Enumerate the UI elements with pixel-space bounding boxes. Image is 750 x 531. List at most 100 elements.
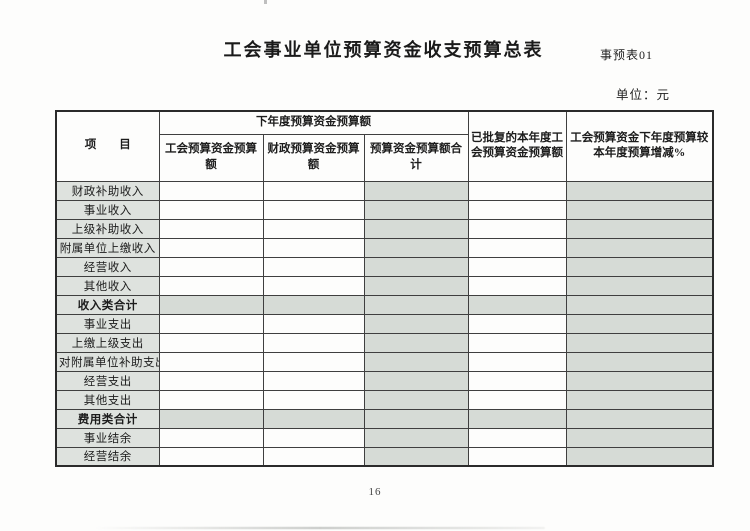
row-label-cell: 事业支出	[55, 313, 160, 334]
cell-approved-current	[467, 180, 567, 201]
cell-budget-sum	[363, 294, 469, 315]
row-label-cell: 经营结余	[55, 446, 160, 467]
table-row: 经营支出	[55, 370, 714, 391]
row-label-cell: 附属单位上缴收入	[55, 237, 160, 258]
cell-approved-current	[467, 294, 567, 315]
cell-approved-current	[467, 256, 567, 277]
unit-of-measure-label: 单位：元	[616, 88, 671, 102]
table-row: 其他支出	[55, 389, 714, 410]
cell-budget-sum	[363, 237, 469, 258]
cell-union-budget	[158, 370, 264, 391]
cell-approved-current	[467, 427, 567, 448]
cell-approved-current	[467, 237, 567, 258]
cell-budget-sum	[363, 275, 469, 296]
cell-union-budget	[158, 256, 264, 277]
cell-budget-sum	[363, 313, 469, 334]
cell-fiscal-budget	[262, 427, 365, 448]
cell-change-percent	[565, 237, 714, 258]
cell-change-percent	[565, 408, 714, 429]
cell-budget-sum	[363, 427, 469, 448]
cell-fiscal-budget	[262, 237, 365, 258]
cell-change-percent	[565, 313, 714, 334]
row-label-cell: 收入类合计	[55, 294, 160, 315]
row-label-cell: 其他支出	[55, 389, 160, 410]
row-label-cell: 费用类合计	[55, 408, 160, 429]
cell-fiscal-budget	[262, 408, 365, 429]
cell-union-budget	[158, 313, 264, 334]
cell-fiscal-budget	[262, 446, 365, 467]
cell-union-budget	[158, 351, 264, 372]
cell-change-percent	[565, 218, 714, 239]
cell-budget-sum	[363, 351, 469, 372]
cell-change-percent	[565, 370, 714, 391]
row-label-cell: 上缴上级支出	[55, 332, 160, 353]
cell-union-budget	[158, 199, 264, 220]
cell-union-budget	[158, 237, 264, 258]
row-label-cell: 事业结余	[55, 427, 160, 448]
table-row: 经营结余	[55, 446, 714, 467]
scan-artifact-bottom-edge	[95, 527, 545, 529]
cell-union-budget	[158, 446, 264, 467]
cell-fiscal-budget	[262, 180, 365, 201]
row-label-cell: 财政补助收入	[55, 180, 160, 201]
row-label-cell: 对附属单位补助支出	[55, 351, 160, 372]
table-row: 上级补助收入	[55, 218, 714, 239]
cell-fiscal-budget	[262, 294, 365, 315]
table-row: 财政补助收入	[55, 180, 714, 201]
table-row: 其他收入	[55, 275, 714, 296]
row-label-cell: 其他收入	[55, 275, 160, 296]
header-union-budget: 工会预算资金预算额	[158, 133, 264, 182]
cell-change-percent	[565, 275, 714, 296]
budget-summary-table: 项 目 下年度预算资金预算额 已批复的本年度工会预算资金预算额 工会预算资金下年…	[55, 110, 714, 467]
cell-approved-current	[467, 408, 567, 429]
cell-fiscal-budget	[262, 332, 365, 353]
cell-fiscal-budget	[262, 256, 365, 277]
table-body: 财政补助收入 事业收入 上级补助收入 附属单位上缴收入	[55, 180, 714, 467]
cell-budget-sum	[363, 218, 469, 239]
cell-fiscal-budget	[262, 275, 365, 296]
table-row: 收入类合计	[55, 294, 714, 315]
row-label-cell: 经营支出	[55, 370, 160, 391]
row-label-cell: 上级补助收入	[55, 218, 160, 239]
cell-change-percent	[565, 256, 714, 277]
header-budget-total: 预算资金预算额合计	[363, 133, 469, 182]
cell-approved-current	[467, 389, 567, 410]
header-item-column: 项 目	[55, 110, 160, 182]
cell-approved-current	[467, 199, 567, 220]
cell-budget-sum	[363, 408, 469, 429]
cell-union-budget	[158, 275, 264, 296]
cell-approved-current	[467, 275, 567, 296]
cell-change-percent	[565, 180, 714, 201]
cell-union-budget	[158, 294, 264, 315]
cell-change-percent	[565, 389, 714, 410]
cell-approved-current	[467, 218, 567, 239]
header-fiscal-budget: 财政预算资金预算额	[262, 133, 365, 182]
cell-budget-sum	[363, 370, 469, 391]
table-row: 费用类合计	[55, 408, 714, 429]
cell-budget-sum	[363, 256, 469, 277]
cell-approved-current	[467, 351, 567, 372]
table-row: 事业结余	[55, 427, 714, 448]
cell-change-percent	[565, 294, 714, 315]
cell-change-percent	[565, 332, 714, 353]
cell-approved-current	[467, 332, 567, 353]
cell-union-budget	[158, 408, 264, 429]
cell-union-budget	[158, 180, 264, 201]
cell-fiscal-budget	[262, 313, 365, 334]
cell-budget-sum	[363, 199, 469, 220]
cell-union-budget	[158, 218, 264, 239]
cell-budget-sum	[363, 446, 469, 467]
cell-change-percent	[565, 351, 714, 372]
cell-change-percent	[565, 199, 714, 220]
row-label-cell: 经营收入	[55, 256, 160, 277]
cell-budget-sum	[363, 180, 469, 201]
table-row: 经营收入	[55, 256, 714, 277]
table-row: 附属单位上缴收入	[55, 237, 714, 258]
page-number: 16	[368, 486, 382, 498]
table-row: 上缴上级支出	[55, 332, 714, 353]
cell-union-budget	[158, 332, 264, 353]
cell-budget-sum	[363, 332, 469, 353]
cell-union-budget	[158, 427, 264, 448]
cell-approved-current	[467, 370, 567, 391]
table-row: 事业支出	[55, 313, 714, 334]
